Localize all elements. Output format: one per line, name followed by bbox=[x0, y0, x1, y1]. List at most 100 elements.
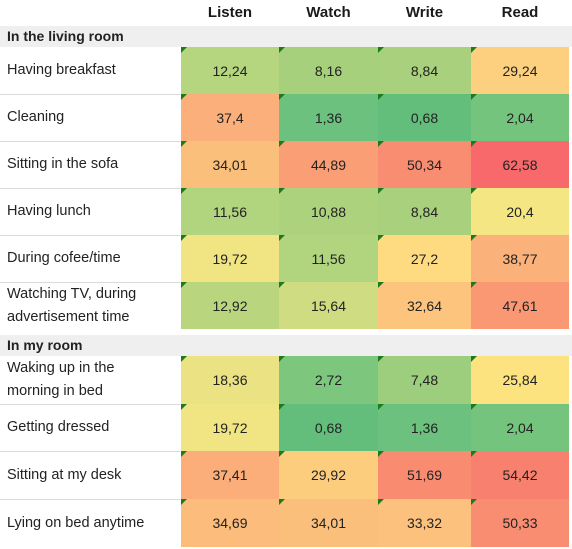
heatmap-cell-write: 0,68 bbox=[378, 94, 471, 141]
row-label: Getting dressed bbox=[7, 404, 177, 451]
row-label-text: Waking up in the morning in bed bbox=[7, 357, 114, 403]
comment-indicator-icon bbox=[471, 94, 477, 100]
comment-indicator-icon bbox=[181, 499, 187, 505]
comment-indicator-icon bbox=[378, 141, 384, 147]
comment-indicator-icon bbox=[378, 499, 384, 505]
heatmap-cell-watch: 1,36 bbox=[279, 94, 378, 141]
heatmap-cell-write: 27,2 bbox=[378, 235, 471, 282]
comment-indicator-icon bbox=[378, 404, 384, 410]
comment-indicator-icon bbox=[378, 451, 384, 457]
row-label: Waking up in the morning in bed bbox=[7, 356, 177, 404]
row-label-text: Sitting at my desk bbox=[7, 464, 121, 487]
comment-indicator-icon bbox=[378, 94, 384, 100]
row-label-line: Cleaning bbox=[7, 109, 65, 125]
heatmap-cell-write: 33,32 bbox=[378, 499, 471, 547]
heatmap-cell-watch: 10,88 bbox=[279, 188, 378, 235]
comment-indicator-icon bbox=[378, 188, 384, 194]
row-label-line: Lying on bed anytime bbox=[7, 514, 145, 531]
cell-value: 12,24 bbox=[212, 62, 248, 79]
row-label-line: Sitting in the sofa bbox=[7, 156, 119, 172]
comment-indicator-icon bbox=[181, 141, 187, 147]
cell-value: 15,64 bbox=[310, 297, 347, 314]
comment-indicator-icon bbox=[181, 451, 187, 457]
comment-indicator-icon bbox=[279, 47, 285, 53]
cell-value: 19,72 bbox=[212, 250, 248, 267]
row-divider bbox=[0, 94, 180, 95]
row-divider bbox=[0, 235, 180, 236]
comment-indicator-icon bbox=[471, 47, 477, 53]
cell-value: 11,56 bbox=[213, 203, 247, 220]
row-divider bbox=[0, 282, 180, 283]
cell-value: 7,48 bbox=[410, 372, 439, 388]
comment-indicator-icon bbox=[181, 404, 187, 410]
comment-indicator-icon bbox=[181, 47, 187, 53]
comment-indicator-icon bbox=[471, 451, 477, 457]
cell-value: 44,89 bbox=[310, 156, 347, 173]
comment-indicator-icon bbox=[279, 188, 285, 194]
cell-value: 50,33 bbox=[502, 515, 538, 531]
row-label-line: During cofee/time bbox=[7, 250, 121, 266]
heatmap-cell-read: 20,4 bbox=[471, 188, 569, 235]
cell-value: 8,16 bbox=[314, 62, 343, 79]
comment-indicator-icon bbox=[279, 94, 285, 100]
cell-value: 37,4 bbox=[216, 109, 244, 126]
comment-indicator-icon bbox=[279, 499, 285, 505]
row-label-line: advertisement time bbox=[7, 308, 130, 325]
heatmap-cell-listen: 37,4 bbox=[181, 94, 279, 141]
heatmap-cell-listen: 19,72 bbox=[181, 235, 279, 282]
row-label: During cofee/time bbox=[7, 235, 177, 282]
heatmap-cell-write: 1,36 bbox=[378, 404, 471, 451]
cell-value: 1,36 bbox=[410, 419, 439, 436]
heatmap-cell-watch: 15,64 bbox=[279, 282, 378, 329]
heatmap-cell-listen: 12,92 bbox=[181, 282, 279, 329]
cell-value: 27,2 bbox=[410, 250, 439, 267]
row-label-line: Having lunch bbox=[7, 203, 91, 219]
comment-indicator-icon bbox=[279, 404, 285, 410]
cell-value: 47,61 bbox=[502, 297, 538, 314]
heatmap-cell-watch: 11,56 bbox=[279, 235, 378, 282]
row-divider bbox=[0, 499, 180, 500]
heatmap-cell-listen: 34,69 bbox=[181, 499, 279, 547]
cell-value: 10,88 bbox=[310, 203, 347, 220]
cell-value: 50,34 bbox=[406, 156, 443, 173]
row-divider bbox=[0, 451, 180, 452]
heatmap-cell-write: 32,64 bbox=[378, 282, 471, 329]
heatmap-cell-read: 50,33 bbox=[471, 499, 569, 547]
comment-indicator-icon bbox=[378, 356, 384, 362]
comment-indicator-icon bbox=[471, 235, 477, 241]
cell-value: 2,72 bbox=[314, 372, 343, 388]
heatmap-cell-watch: 0,68 bbox=[279, 404, 378, 451]
cell-value: 0,68 bbox=[314, 419, 343, 436]
row-label: Having lunch bbox=[7, 188, 177, 235]
heatmap-cell-write: 7,48 bbox=[378, 356, 471, 404]
heatmap-cell-read: 62,58 bbox=[471, 141, 569, 188]
heatmap-cell-watch: 8,16 bbox=[279, 47, 378, 94]
cell-value: 38,77 bbox=[502, 250, 538, 267]
row-label-line: Waking up in the bbox=[7, 360, 115, 376]
comment-indicator-icon bbox=[378, 282, 384, 288]
section-header: In my room bbox=[0, 335, 572, 356]
comment-indicator-icon bbox=[181, 235, 187, 241]
heatmap-cell-write: 51,69 bbox=[378, 451, 471, 499]
heatmap-cell-read: 54,42 bbox=[471, 451, 569, 499]
heatmap-cell-listen: 37,41 bbox=[181, 451, 279, 499]
row-label: Having breakfast bbox=[7, 47, 177, 94]
comment-indicator-icon bbox=[378, 47, 384, 53]
cell-value: 51,69 bbox=[406, 467, 443, 483]
heatmap-cell-read: 29,24 bbox=[471, 47, 569, 94]
row-label: Watching TV, during advertisement time bbox=[7, 282, 177, 329]
cell-value: 1,36 bbox=[314, 109, 343, 126]
comment-indicator-icon bbox=[378, 235, 384, 241]
row-label-text: Having breakfast bbox=[7, 59, 116, 82]
comment-indicator-icon bbox=[471, 282, 477, 288]
heatmap-cell-read: 38,77 bbox=[471, 235, 569, 282]
row-label-line: Having breakfast bbox=[7, 62, 116, 78]
cell-value: 8,84 bbox=[410, 203, 439, 220]
heatmap-cell-write: 8,84 bbox=[378, 188, 471, 235]
heatmap-cell-watch: 44,89 bbox=[279, 141, 378, 188]
heatmap-cell-listen: 19,72 bbox=[181, 404, 279, 451]
heatmap-cell-listen: 34,01 bbox=[181, 141, 279, 188]
cell-value: 29,24 bbox=[502, 62, 538, 79]
comment-indicator-icon bbox=[279, 356, 285, 362]
